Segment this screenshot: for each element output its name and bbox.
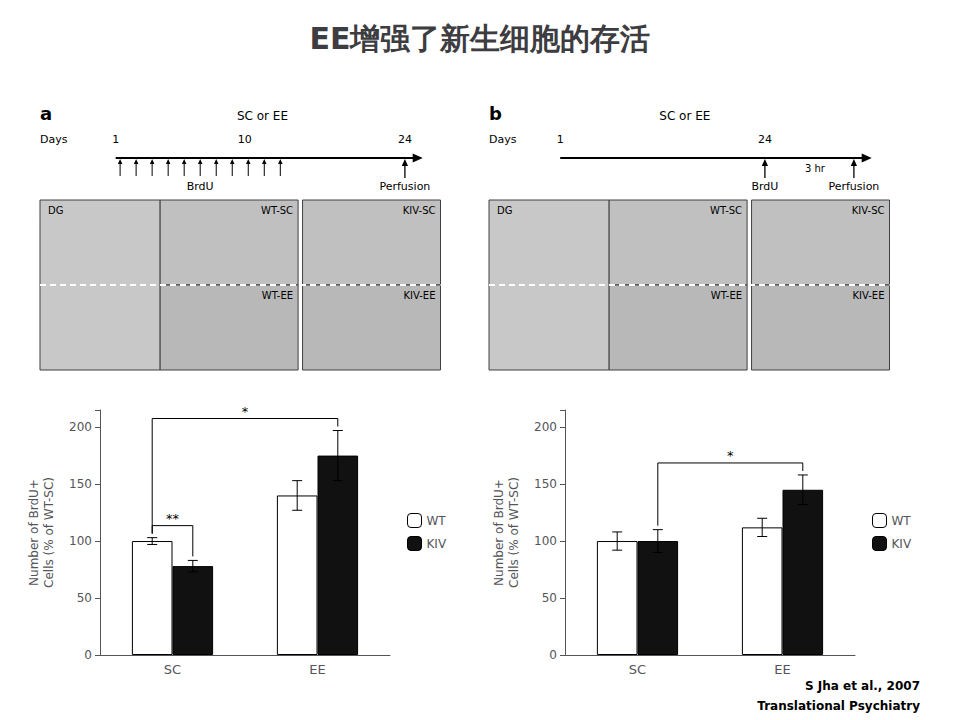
- svg-text:KIV-SC: KIV-SC: [403, 205, 436, 216]
- svg-text:10: 10: [238, 133, 252, 146]
- svg-text:WT-EE: WT-EE: [262, 290, 293, 301]
- svg-text:*: *: [727, 448, 734, 463]
- svg-text:b: b: [489, 103, 502, 124]
- svg-text:DG: DG: [497, 205, 512, 216]
- svg-text:KIV: KIV: [892, 537, 912, 551]
- svg-text:KIV-EE: KIV-EE: [852, 290, 884, 301]
- svg-text:WT-SC: WT-SC: [261, 205, 293, 216]
- svg-text:Cells (% of WT-SC): Cells (% of WT-SC): [42, 477, 56, 588]
- svg-text:KIV-EE: KIV-EE: [403, 290, 435, 301]
- svg-text:50: 50: [542, 591, 557, 605]
- svg-text:1: 1: [557, 133, 564, 146]
- svg-text:24: 24: [758, 133, 772, 146]
- svg-text:Perfusion: Perfusion: [828, 180, 879, 193]
- svg-text:KIV: KIV: [427, 537, 447, 551]
- svg-text:SC or EE: SC or EE: [237, 109, 288, 123]
- svg-text:WT: WT: [892, 514, 912, 528]
- svg-text:150: 150: [69, 477, 92, 491]
- svg-text:3 hr: 3 hr: [805, 163, 826, 174]
- svg-text:0: 0: [549, 648, 557, 662]
- svg-text:DG: DG: [48, 205, 63, 216]
- svg-text:**: **: [166, 511, 180, 526]
- svg-text:Days: Days: [489, 133, 517, 146]
- svg-text:BrdU: BrdU: [187, 180, 214, 193]
- svg-text:SC or EE: SC or EE: [659, 109, 710, 123]
- svg-text:EE: EE: [774, 662, 790, 677]
- svg-text:SC: SC: [164, 662, 181, 677]
- svg-text:1: 1: [112, 133, 119, 146]
- svg-text:0: 0: [84, 648, 92, 662]
- svg-text:200: 200: [534, 420, 557, 434]
- svg-text:150: 150: [534, 477, 557, 491]
- svg-text:a: a: [40, 103, 52, 124]
- svg-text:*: *: [242, 404, 249, 419]
- svg-text:WT-SC: WT-SC: [710, 205, 742, 216]
- svg-text:KIV-SC: KIV-SC: [852, 205, 885, 216]
- svg-text:Perfusion: Perfusion: [379, 180, 430, 193]
- svg-text:SC: SC: [629, 662, 646, 677]
- svg-text:100: 100: [69, 534, 92, 548]
- svg-text:WT: WT: [427, 514, 447, 528]
- svg-text:EE: EE: [309, 662, 325, 677]
- svg-text:BrdU: BrdU: [751, 180, 778, 193]
- svg-text:S Jha et al., 2007: S Jha et al., 2007: [805, 679, 920, 693]
- svg-text:200: 200: [69, 420, 92, 434]
- svg-text:EE增强了新生细胞的存活: EE增强了新生细胞的存活: [310, 21, 651, 56]
- svg-text:Days: Days: [40, 133, 68, 146]
- svg-text:50: 50: [77, 591, 92, 605]
- svg-text:Cells (% of WT-SC): Cells (% of WT-SC): [507, 477, 521, 588]
- svg-text:24: 24: [398, 133, 412, 146]
- svg-text:Number of BrdU+: Number of BrdU+: [27, 479, 41, 586]
- svg-text:Number of BrdU+: Number of BrdU+: [492, 479, 506, 586]
- svg-text:Translational Psychiatry: Translational Psychiatry: [757, 699, 920, 713]
- svg-text:100: 100: [534, 534, 557, 548]
- svg-text:WT-EE: WT-EE: [711, 290, 742, 301]
